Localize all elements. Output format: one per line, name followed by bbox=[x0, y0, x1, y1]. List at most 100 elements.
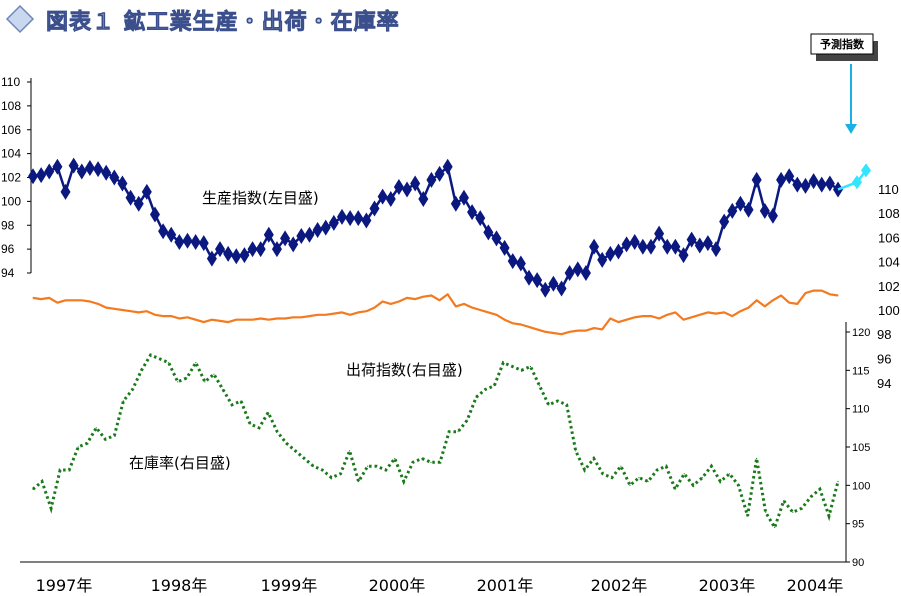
production-marker bbox=[190, 233, 201, 250]
shipment-point bbox=[520, 324, 522, 326]
production-marker bbox=[296, 227, 307, 244]
left-tick-label: 98 bbox=[1, 218, 15, 232]
inventory-point bbox=[41, 480, 43, 483]
production-line bbox=[32, 163, 839, 292]
production-marker bbox=[174, 233, 185, 250]
inventory-point bbox=[584, 469, 586, 471]
shipment-point bbox=[650, 315, 652, 317]
production-marker bbox=[288, 236, 299, 253]
inventory-point bbox=[774, 526, 776, 529]
inventory-point bbox=[593, 457, 595, 460]
production-marker bbox=[353, 210, 364, 227]
right-ship-tick-label: 96 bbox=[877, 352, 891, 367]
year-labels: 1997年 1998年 1999年 2000年 2001年 2002年 2003年 2004年 bbox=[36, 576, 844, 595]
shipment-point bbox=[398, 301, 400, 303]
shipment-point bbox=[365, 310, 367, 312]
inventory-point bbox=[50, 507, 52, 509]
inventory-point bbox=[113, 434, 116, 437]
inventory-point bbox=[249, 423, 251, 425]
production-marker bbox=[629, 233, 640, 250]
production-marker bbox=[52, 158, 63, 175]
shipment-point bbox=[113, 308, 115, 310]
inventory-point bbox=[222, 388, 224, 391]
production-marker bbox=[727, 202, 738, 219]
production-marker bbox=[434, 165, 445, 182]
shipment-point bbox=[89, 301, 91, 303]
production-label: 生産指数(左目盛) bbox=[202, 189, 319, 207]
production-marker bbox=[158, 223, 169, 240]
inventory-point bbox=[783, 500, 785, 502]
inventory-point bbox=[737, 484, 740, 486]
shipment-point bbox=[617, 321, 619, 323]
production-marker bbox=[418, 190, 429, 207]
right-inv-tick-label: 90 bbox=[852, 557, 864, 569]
production-marker bbox=[824, 175, 835, 192]
inventory-line bbox=[32, 353, 840, 532]
shipment-point bbox=[40, 298, 42, 300]
inventory-point bbox=[728, 473, 731, 475]
shipment-point bbox=[130, 310, 132, 312]
production-marker bbox=[467, 204, 478, 221]
shipment-point bbox=[658, 317, 660, 319]
shipment-point bbox=[414, 298, 416, 300]
left-tick-label: 94 bbox=[1, 266, 15, 280]
shipment-point bbox=[357, 311, 359, 313]
production-marker bbox=[304, 226, 315, 243]
shipment-point bbox=[813, 290, 815, 292]
shipment-point bbox=[528, 326, 530, 328]
production-marker bbox=[515, 255, 526, 272]
production-marker bbox=[36, 167, 47, 184]
shipment-point bbox=[674, 311, 676, 313]
inventory-point bbox=[602, 473, 604, 475]
inventory-point bbox=[457, 431, 459, 433]
shipment-point bbox=[430, 294, 432, 296]
shipment-point bbox=[203, 321, 205, 323]
shipment-point bbox=[341, 311, 343, 313]
shipment-point bbox=[178, 317, 180, 319]
production-marker bbox=[686, 231, 697, 248]
production-marker bbox=[263, 226, 274, 243]
production-marker bbox=[743, 201, 754, 218]
inventory-label: 在庫率(右目盛) bbox=[129, 454, 231, 472]
production-marker bbox=[621, 236, 632, 253]
production-marker bbox=[678, 247, 689, 264]
production-marker bbox=[117, 175, 128, 192]
left-tick-label: 100 bbox=[1, 194, 21, 208]
production-marker bbox=[719, 213, 730, 230]
production-marker bbox=[605, 245, 616, 262]
production-marker bbox=[198, 235, 209, 252]
inventory-point bbox=[566, 404, 568, 406]
production-marker bbox=[393, 179, 404, 196]
production-marker bbox=[507, 253, 518, 270]
shipment-point bbox=[422, 296, 424, 298]
callout-label: 予測指数 bbox=[820, 37, 865, 51]
inventory-point bbox=[267, 411, 269, 414]
axis-ticks: 110 108 106 104 102 100 98 96 94 110 108 106 104 102 1… bbox=[1, 75, 900, 569]
inventory-point bbox=[321, 469, 324, 471]
right-inv-tick-label: 120 bbox=[852, 327, 870, 339]
right-prod-tick-label: 104 bbox=[878, 255, 900, 270]
production-marker bbox=[735, 195, 746, 212]
shipment-point bbox=[756, 299, 758, 301]
inventory-point bbox=[149, 354, 152, 356]
shipment-series bbox=[32, 289, 839, 336]
shipment-point bbox=[243, 319, 245, 321]
title-group: 図表１ 鉱工業生産・出荷・在庫率 bbox=[5, 4, 399, 35]
inventory-point bbox=[837, 480, 839, 483]
inventory-point bbox=[77, 446, 79, 448]
left-tick-label: 106 bbox=[1, 123, 21, 137]
shipment-point bbox=[829, 293, 831, 295]
inventory-point bbox=[674, 488, 676, 490]
production-marker bbox=[450, 195, 461, 212]
production-marker bbox=[247, 241, 258, 258]
production-marker bbox=[84, 159, 95, 176]
inventory-point bbox=[348, 450, 351, 452]
inventory-point bbox=[276, 431, 278, 433]
shipment-point bbox=[48, 297, 50, 299]
inventory-point bbox=[520, 369, 523, 371]
inventory-point bbox=[502, 362, 504, 364]
production-marker bbox=[231, 248, 242, 265]
inventory-point bbox=[330, 477, 333, 479]
shipment-point bbox=[300, 316, 302, 318]
production-marker bbox=[564, 265, 575, 281]
